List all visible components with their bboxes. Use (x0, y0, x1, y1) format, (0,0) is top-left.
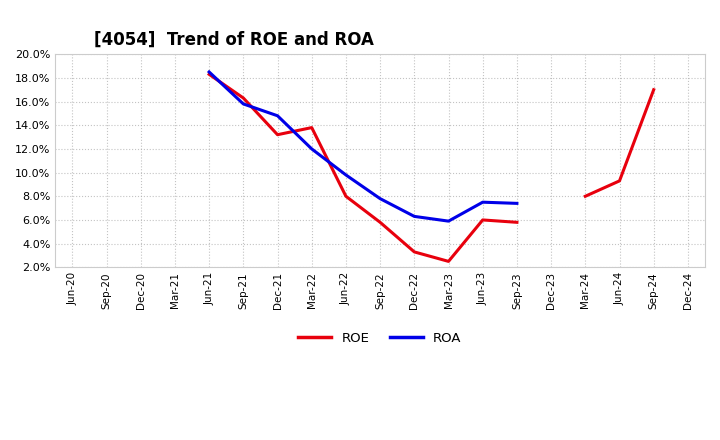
Legend: ROE, ROA: ROE, ROA (293, 326, 467, 350)
Text: [4054]  Trend of ROE and ROA: [4054] Trend of ROE and ROA (94, 31, 374, 49)
